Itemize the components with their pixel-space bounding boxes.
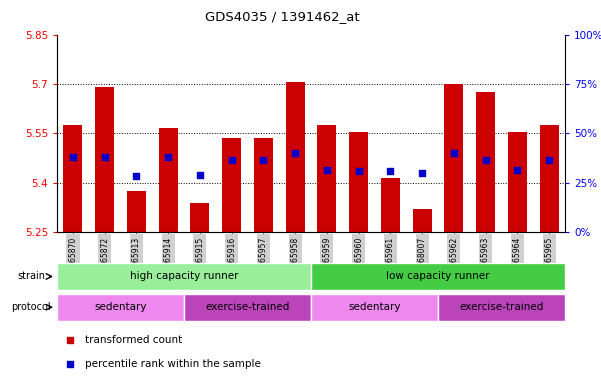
Bar — [412, 209, 432, 232]
Text: low capacity runner: low capacity runner — [386, 271, 490, 281]
Text: transformed count: transformed count — [85, 335, 182, 345]
Bar — [254, 138, 273, 232]
Bar — [191, 203, 209, 232]
Bar — [222, 138, 241, 232]
Text: GDS4035 / 1391462_at: GDS4035 / 1391462_at — [205, 10, 360, 23]
Bar — [64, 125, 82, 232]
Point — [449, 150, 459, 156]
Text: strain: strain — [17, 271, 46, 281]
Point — [195, 172, 205, 178]
Bar — [127, 191, 146, 232]
Point — [65, 361, 75, 367]
Point — [258, 157, 268, 163]
Point — [68, 154, 78, 160]
Bar — [476, 92, 495, 232]
Point — [354, 168, 364, 174]
Bar — [285, 82, 305, 232]
Bar — [540, 125, 558, 232]
Point — [100, 154, 109, 160]
Bar — [381, 178, 400, 232]
Point — [227, 157, 236, 163]
Text: percentile rank within the sample: percentile rank within the sample — [85, 359, 261, 369]
Point — [65, 337, 75, 343]
Bar — [184, 294, 311, 321]
Bar — [317, 125, 337, 232]
Bar — [508, 132, 527, 232]
Point — [322, 167, 332, 173]
Bar — [159, 129, 178, 232]
Point — [417, 170, 427, 176]
Text: sedentary: sedentary — [348, 302, 401, 312]
Text: exercise-trained: exercise-trained — [206, 302, 290, 312]
Point — [481, 157, 490, 163]
Text: sedentary: sedentary — [94, 302, 147, 312]
Text: protocol: protocol — [11, 302, 51, 312]
Bar — [57, 263, 311, 290]
Bar — [444, 84, 463, 232]
Bar — [311, 263, 565, 290]
Point — [386, 168, 395, 174]
Text: high capacity runner: high capacity runner — [130, 271, 239, 281]
Point — [545, 157, 554, 163]
Bar — [95, 87, 114, 232]
Text: exercise-trained: exercise-trained — [459, 302, 544, 312]
Point — [132, 173, 141, 179]
Point — [513, 167, 522, 173]
Bar — [438, 294, 565, 321]
Bar — [349, 132, 368, 232]
Point — [163, 154, 173, 160]
Bar — [57, 294, 184, 321]
Bar — [311, 294, 438, 321]
Point — [290, 150, 300, 156]
